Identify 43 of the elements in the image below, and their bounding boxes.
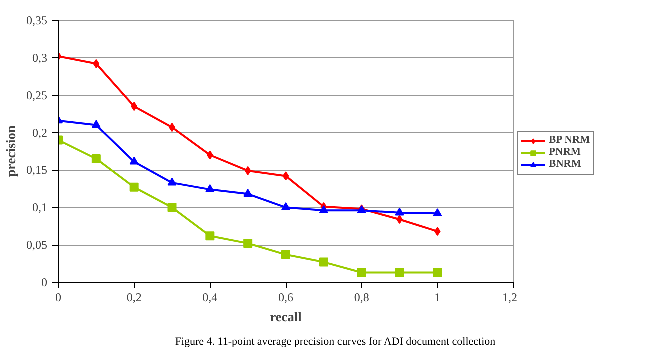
point xyxy=(395,268,404,278)
y-tick-label: 0,05 xyxy=(26,238,48,252)
caption: Figure 4. 11-point average precision curves for ADI document collection xyxy=(175,335,496,350)
y-tick-label: 0,25 xyxy=(26,88,48,102)
x-tick-label: 1 xyxy=(434,290,441,304)
x-tick-label: 0,2 xyxy=(126,290,142,304)
point xyxy=(93,59,100,68)
point xyxy=(92,120,101,128)
legend-label: BP NRM xyxy=(549,135,590,146)
legend-label: PNRM xyxy=(549,147,581,158)
point xyxy=(357,268,366,278)
point xyxy=(244,189,253,197)
y-tick-label: 0,1 xyxy=(32,200,48,215)
point xyxy=(433,268,442,278)
y-tick-label: 0 xyxy=(42,276,48,290)
point xyxy=(433,208,442,216)
y-tick-label: 0,15 xyxy=(26,163,48,178)
y-tick-label: 0,3 xyxy=(32,50,48,65)
point xyxy=(130,182,139,192)
point xyxy=(168,203,177,212)
y-tick-label: 0,2 xyxy=(32,126,48,140)
point xyxy=(92,154,101,164)
x-tick-label: 0 xyxy=(56,290,62,304)
point xyxy=(206,184,215,192)
point xyxy=(206,232,215,241)
point xyxy=(282,172,290,181)
point xyxy=(282,202,290,210)
x-tick-label: 0,6 xyxy=(278,290,294,304)
point xyxy=(168,178,177,186)
x-axis-title: recall xyxy=(270,310,302,324)
point xyxy=(130,156,139,165)
point xyxy=(395,208,404,216)
point xyxy=(319,258,328,267)
point xyxy=(319,206,328,214)
y-tick-label: 0,35 xyxy=(26,14,48,28)
point xyxy=(244,166,252,176)
x-tick-label: 0,4 xyxy=(202,290,218,304)
point xyxy=(244,239,253,248)
legend-label: BNRM xyxy=(549,159,582,170)
x-tick-label: 0,8 xyxy=(354,290,370,304)
point xyxy=(282,250,290,260)
x-tick-label: 1,2 xyxy=(502,290,518,304)
y-axis-title: precision xyxy=(4,125,18,178)
